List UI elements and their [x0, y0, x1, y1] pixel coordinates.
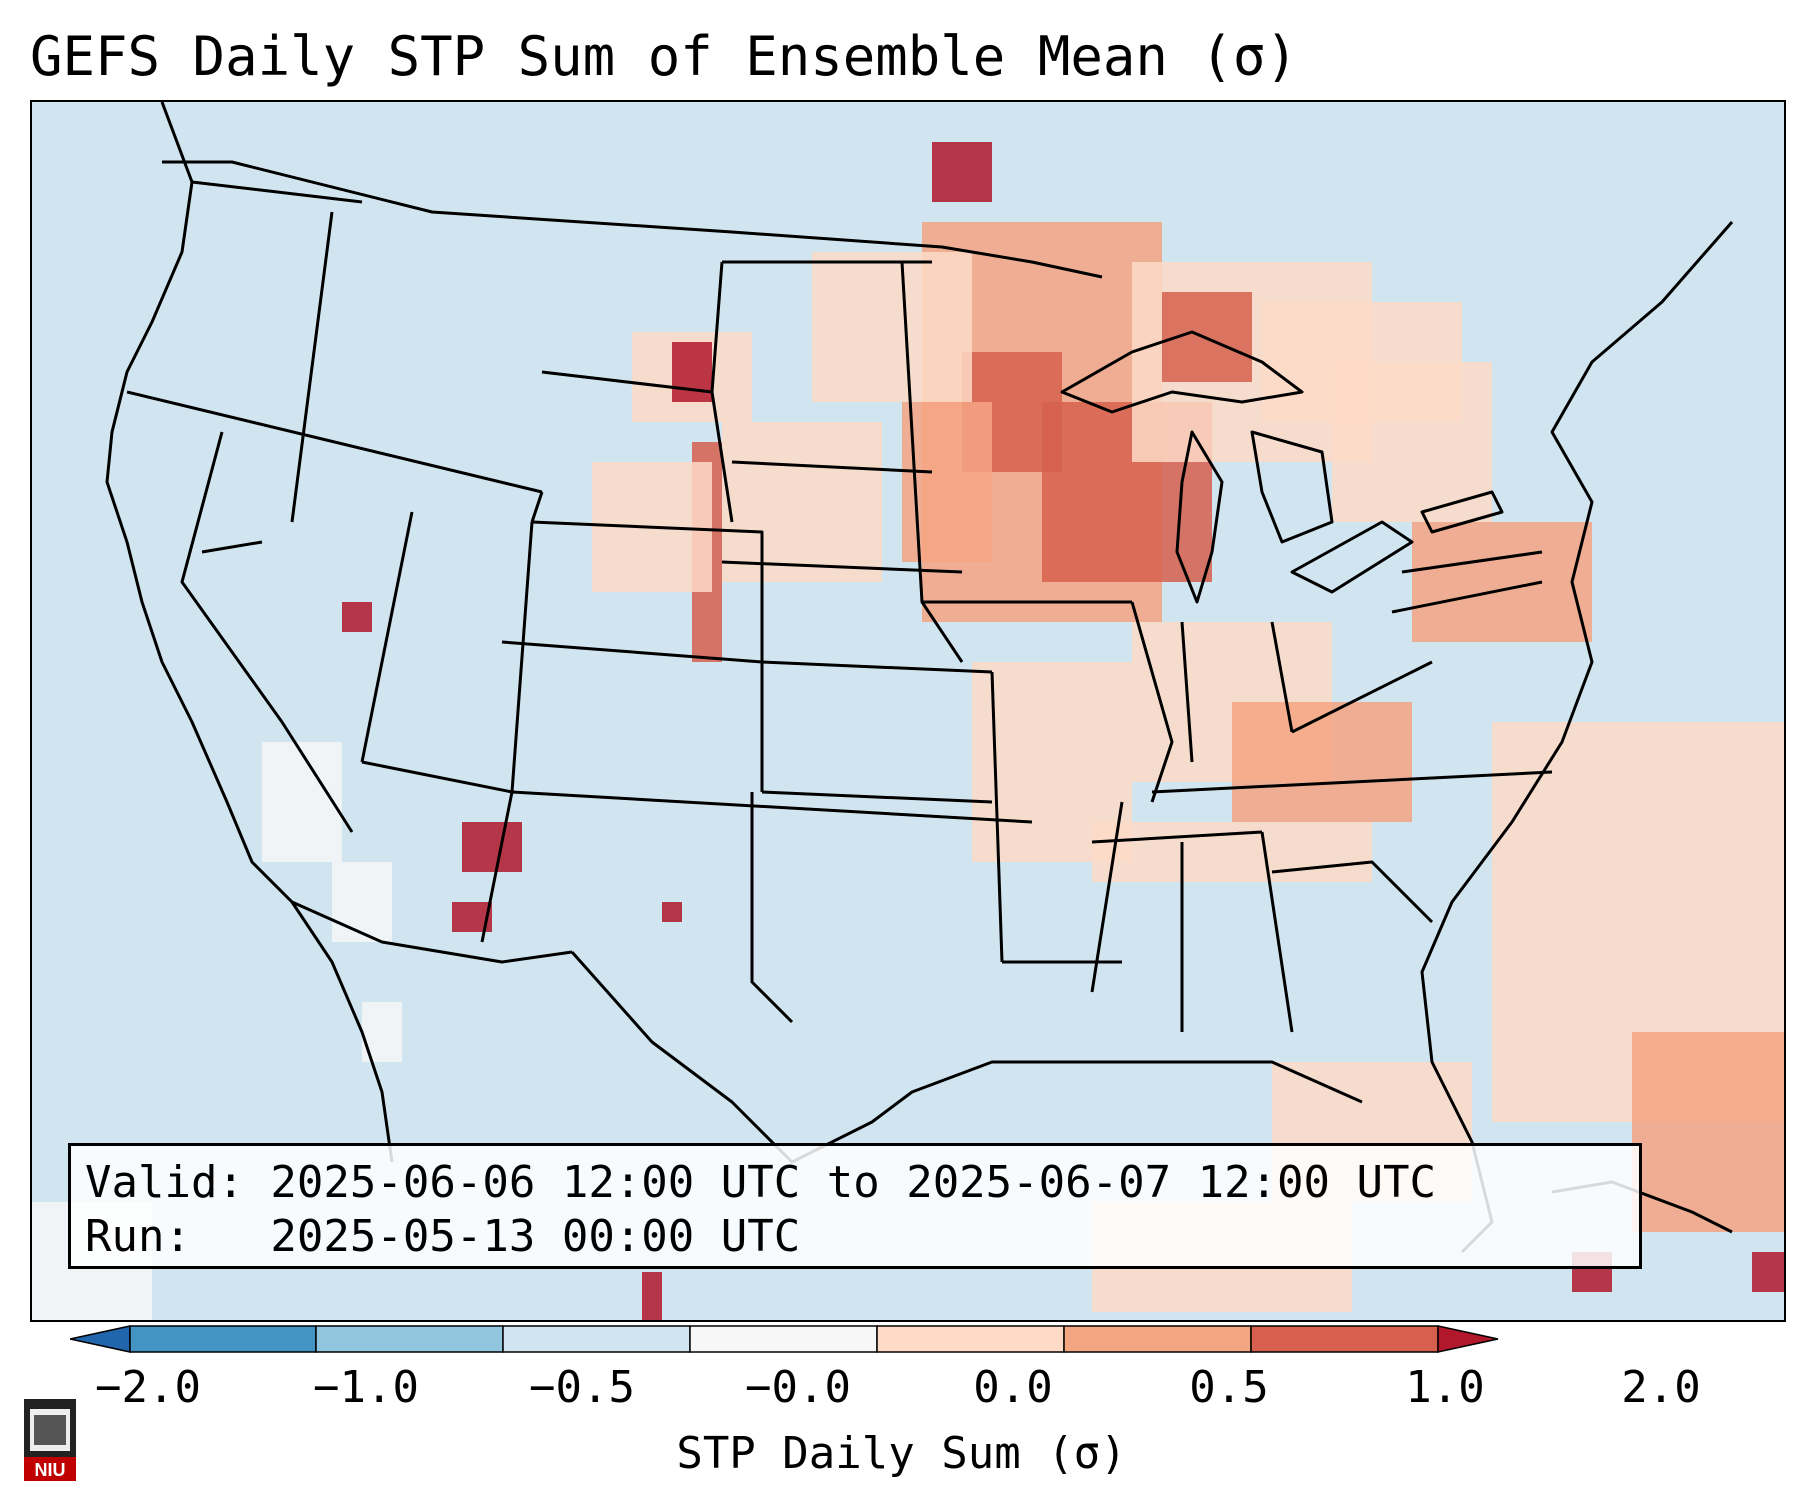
anomaly-patch — [462, 822, 522, 872]
anomaly-patch — [812, 252, 972, 402]
colorbar-tick-label: 0.0 — [973, 1362, 1053, 1413]
state-line — [360, 511, 414, 763]
state-line — [1391, 580, 1543, 614]
east-coastline — [1420, 221, 1734, 1254]
colorbar-segment — [876, 1325, 1065, 1353]
state-line — [1091, 830, 1263, 844]
state-line — [1291, 660, 1433, 734]
valid-time-text: Valid: 2025-06-06 12:00 UTC to 2025-06-0… — [85, 1157, 1437, 1208]
mexico-border — [291, 900, 573, 964]
state-line — [1270, 621, 1294, 733]
anomaly-patch — [932, 142, 992, 202]
state-line — [731, 460, 933, 474]
colorbar-segment — [129, 1325, 317, 1353]
colorbar-segment — [1437, 1325, 1499, 1353]
state-line — [761, 790, 993, 804]
state-line — [1151, 770, 1553, 794]
gulf-coastline — [570, 951, 1363, 1164]
state-line — [761, 660, 993, 674]
anomaly-patch — [1332, 362, 1492, 522]
anomaly-patch — [1092, 822, 1372, 882]
state-line — [180, 431, 354, 833]
state-line — [1401, 550, 1543, 574]
anomaly-patch — [262, 742, 342, 862]
colorbar-tick-label: −1.0 — [313, 1362, 419, 1413]
state-line — [531, 520, 764, 792]
lake-erie — [1290, 520, 1414, 594]
colorbar-tick-label: −0.0 — [745, 1362, 851, 1413]
colorbar-segment — [315, 1325, 504, 1353]
lake-ontario — [1420, 490, 1504, 534]
anomaly-patch — [1232, 702, 1412, 822]
map-panel: Valid: 2025-06-06 12:00 UTC to 2025-06-0… — [30, 100, 1786, 1322]
colorbar-label: STP Daily Sum (σ) — [676, 1428, 1127, 1479]
state-line — [710, 261, 724, 393]
colorbar-segment — [70, 1325, 131, 1353]
colorbar-tick-label: 0.5 — [1189, 1362, 1269, 1413]
state-line — [126, 390, 543, 494]
anomaly-patch — [342, 602, 372, 632]
state-line — [1090, 801, 1124, 993]
state-line — [530, 491, 544, 523]
state-line — [750, 792, 794, 1024]
state-line — [501, 640, 763, 664]
state-line — [721, 560, 963, 574]
chart-title: GEFS Daily STP Sum of Ensemble Mean (σ) — [30, 25, 1298, 88]
anomaly-patch — [1632, 1032, 1784, 1232]
anomaly-patch — [672, 342, 712, 402]
state-line — [990, 671, 1004, 963]
colorbar-segment — [689, 1325, 878, 1353]
anomaly-patch — [332, 862, 392, 942]
stp-field-map — [32, 102, 1784, 1320]
state-boundaries — [105, 102, 1734, 1254]
niu-logo-icon: NIU — [24, 1399, 76, 1481]
run-time-text: Run: 2025-05-13 00:00 UTC — [85, 1211, 801, 1262]
state-line — [1260, 831, 1294, 1033]
state-line — [1180, 621, 1194, 763]
valid-run-box: Valid: 2025-06-06 12:00 UTC to 2025-06-0… — [68, 1143, 1642, 1269]
state-line — [290, 211, 334, 523]
colorbar-tick-label: −2.0 — [95, 1362, 201, 1413]
anomaly-patch — [722, 422, 882, 582]
lake-superior — [1060, 330, 1304, 414]
colorbar-segment — [502, 1325, 691, 1353]
state-line — [510, 521, 534, 793]
anomaly-patch — [662, 902, 682, 922]
lake-huron — [1250, 430, 1334, 544]
anomaly-patch — [1412, 522, 1592, 642]
niu-logo-text: NIU — [35, 1460, 66, 1480]
lake-michigan — [1175, 430, 1224, 604]
canada-border — [162, 160, 1103, 279]
state-line — [1271, 860, 1434, 924]
colorbar-segment — [1250, 1325, 1439, 1353]
us-coastline — [105, 102, 394, 1163]
colorbar — [70, 1325, 1499, 1353]
colorbar-tick-label: −0.5 — [529, 1362, 635, 1413]
state-line — [480, 791, 514, 943]
pacific-nw-border — [191, 180, 363, 204]
state-line — [201, 540, 263, 554]
state-line — [1130, 601, 1174, 803]
colorbar-tick-label: 1.0 — [1405, 1362, 1485, 1413]
colorbar-segment — [1063, 1325, 1252, 1353]
anomaly-patch — [642, 1272, 662, 1320]
state-line — [361, 760, 513, 794]
state-line — [511, 790, 1033, 824]
colorbar-tick-label: 2.0 — [1621, 1362, 1701, 1413]
anomaly-patch — [1752, 1252, 1784, 1292]
